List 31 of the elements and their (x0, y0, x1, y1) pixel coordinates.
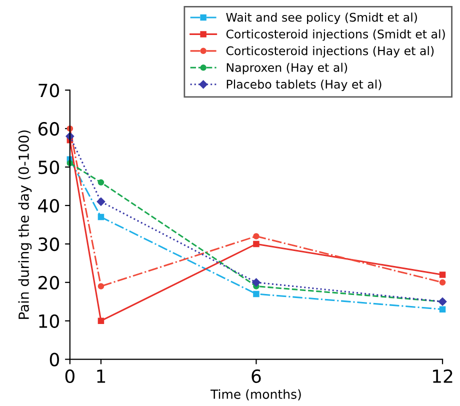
point (253, 240, 260, 248)
point (96, 198, 106, 206)
point (98, 283, 104, 290)
x-tick-label: 1 (97, 370, 106, 383)
y-tick-label: 60 (38, 122, 59, 136)
point (439, 279, 446, 286)
y-tick-label: 10 (39, 314, 59, 328)
legend-label: Wait and see policy (Smidt et al) (226, 12, 417, 24)
x-tick-label: 0 (65, 369, 74, 384)
y-tick-label: 50 (38, 160, 59, 174)
point (252, 278, 260, 287)
point (253, 290, 260, 298)
legend-label: Naproxen (Hay et al) (226, 62, 348, 74)
y-tick-label: 0 (50, 352, 59, 366)
x-tick-label: 6 (252, 369, 261, 384)
y-tick-label: 30 (38, 237, 59, 252)
legend-label: Corticosteroid injections (Smidt et al) (226, 29, 445, 41)
y-axis-title: Pain during the day (0-100) (18, 130, 32, 319)
y-tick-label: 70 (38, 84, 59, 98)
x-axis-title: Time (months) (210, 389, 301, 400)
y-tick-label: 20 (38, 276, 59, 290)
point (98, 214, 104, 220)
legend-label: Corticosteroid injections (Hay et al) (226, 46, 434, 58)
point (98, 318, 104, 324)
point (253, 233, 260, 240)
point (98, 179, 104, 186)
point (439, 306, 446, 312)
legend-label: Placebo tablets (Hay et al) (226, 80, 382, 91)
point (439, 272, 446, 278)
x-tick-label: 12 (433, 369, 452, 383)
y-tick-label: 40 (38, 198, 59, 213)
